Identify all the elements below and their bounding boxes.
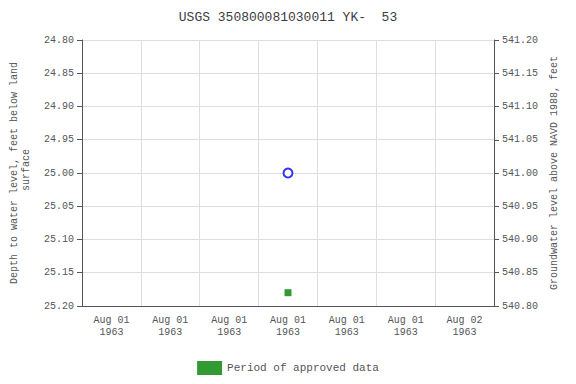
svg-text:541.20: 541.20 [502,35,538,46]
svg-text:541.05: 541.05 [502,134,538,145]
svg-text:Aug 01: Aug 01 [93,315,129,326]
svg-text:surface: surface [21,149,32,197]
svg-text:Depth to water level, feet bel: Depth to water level, feet below land [9,62,20,284]
svg-text:1963: 1963 [99,327,123,338]
svg-text:541.15: 541.15 [502,68,538,79]
svg-text:541.00: 541.00 [502,168,538,179]
svg-text:25.00: 25.00 [44,168,74,179]
svg-text:24.85: 24.85 [44,68,74,79]
svg-text:540.85: 540.85 [502,267,538,278]
svg-text:540.95: 540.95 [502,201,538,212]
svg-text:Aug 01: Aug 01 [152,315,188,326]
svg-text:1963: 1963 [453,327,477,338]
svg-text:Aug 02: Aug 02 [447,315,483,326]
svg-text:1963: 1963 [394,327,418,338]
svg-text:Aug 01: Aug 01 [211,315,247,326]
svg-text:540.80: 540.80 [502,301,538,312]
svg-text:Groundwater level above NAVD 1: Groundwater level above NAVD 1988, feet [549,56,560,290]
svg-text:USGS 350800081030011 YK- 53: USGS 350800081030011 YK- 53 [179,10,397,25]
svg-text:1963: 1963 [335,327,359,338]
svg-text:25.05: 25.05 [44,201,74,212]
svg-text:540.90: 540.90 [502,234,538,245]
svg-text:24.90: 24.90 [44,101,74,112]
svg-text:25.10: 25.10 [44,234,74,245]
svg-text:541.10: 541.10 [502,101,538,112]
svg-text:Aug 01: Aug 01 [270,315,306,326]
svg-text:Aug 01: Aug 01 [329,315,365,326]
svg-text:1963: 1963 [217,327,241,338]
svg-text:Period of approved data: Period of approved data [227,362,379,374]
svg-text:24.80: 24.80 [44,35,74,46]
svg-text:25.20: 25.20 [44,301,74,312]
svg-text:1963: 1963 [158,327,182,338]
svg-text:1963: 1963 [276,327,300,338]
svg-text:24.95: 24.95 [44,134,74,145]
svg-text:25.15: 25.15 [44,267,74,278]
svg-text:Aug 01: Aug 01 [388,315,424,326]
